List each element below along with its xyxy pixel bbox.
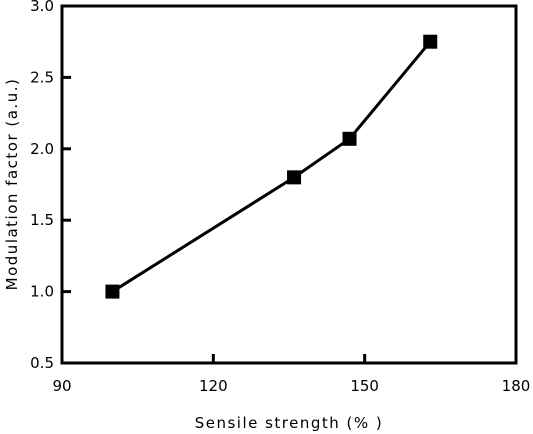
series-markers bbox=[105, 34, 438, 299]
plot-frame bbox=[60, 4, 518, 365]
x-tick-label: 150 bbox=[350, 377, 379, 395]
y-tick-label: 1.5 bbox=[30, 211, 54, 229]
data-point-marker bbox=[342, 131, 357, 146]
x-tick-label: 120 bbox=[199, 377, 228, 395]
y-tick-label: 2.5 bbox=[30, 68, 54, 86]
y-tick-label: 1.0 bbox=[30, 283, 54, 301]
y-tick-label: 3.0 bbox=[30, 0, 54, 15]
x-tick-label: 90 bbox=[52, 377, 71, 395]
data-point-marker bbox=[423, 34, 438, 49]
y-axis-ticks: 0.5 1.0 1.5 2.0 2.5 3.0 bbox=[30, 0, 71, 372]
y-tick-label: 2.0 bbox=[30, 140, 54, 158]
series-line bbox=[111, 40, 432, 293]
x-axis-ticks: 90 120 150 180 bbox=[52, 354, 530, 395]
x-tick-label: 180 bbox=[502, 377, 531, 395]
y-axis-label: Modulation factor (a.u.) bbox=[3, 78, 21, 291]
y-tick-label: 0.5 bbox=[30, 354, 54, 372]
x-axis-label: Sensile strength (% ) bbox=[195, 414, 384, 432]
data-point-marker bbox=[287, 170, 302, 185]
data-point-marker bbox=[105, 284, 120, 299]
